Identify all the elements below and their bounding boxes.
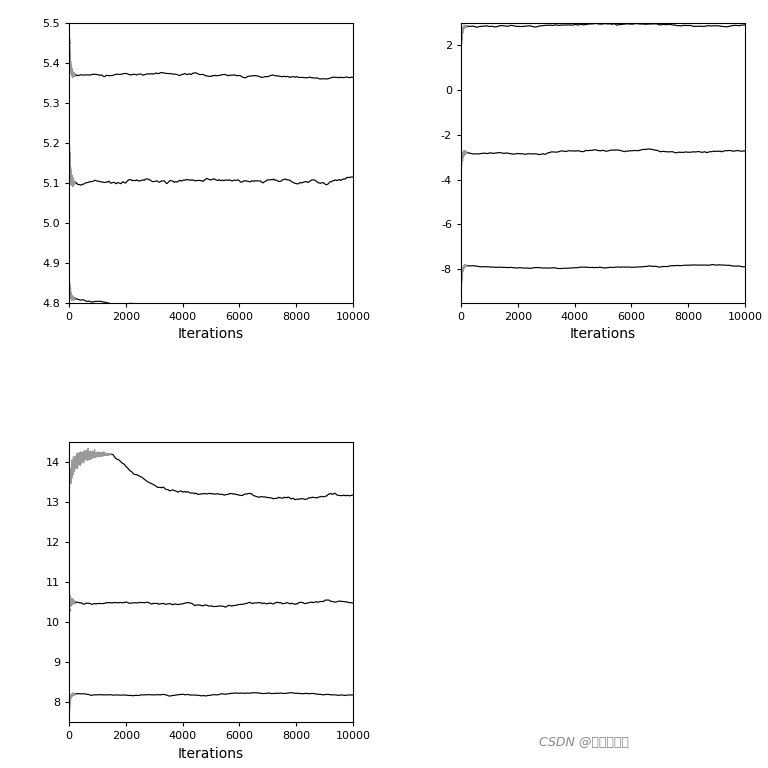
X-axis label: Iterations: Iterations: [178, 746, 244, 760]
Text: CSDN @拓端研究室: CSDN @拓端研究室: [538, 736, 629, 749]
X-axis label: Iterations: Iterations: [570, 327, 636, 341]
X-axis label: Iterations: Iterations: [178, 327, 244, 341]
